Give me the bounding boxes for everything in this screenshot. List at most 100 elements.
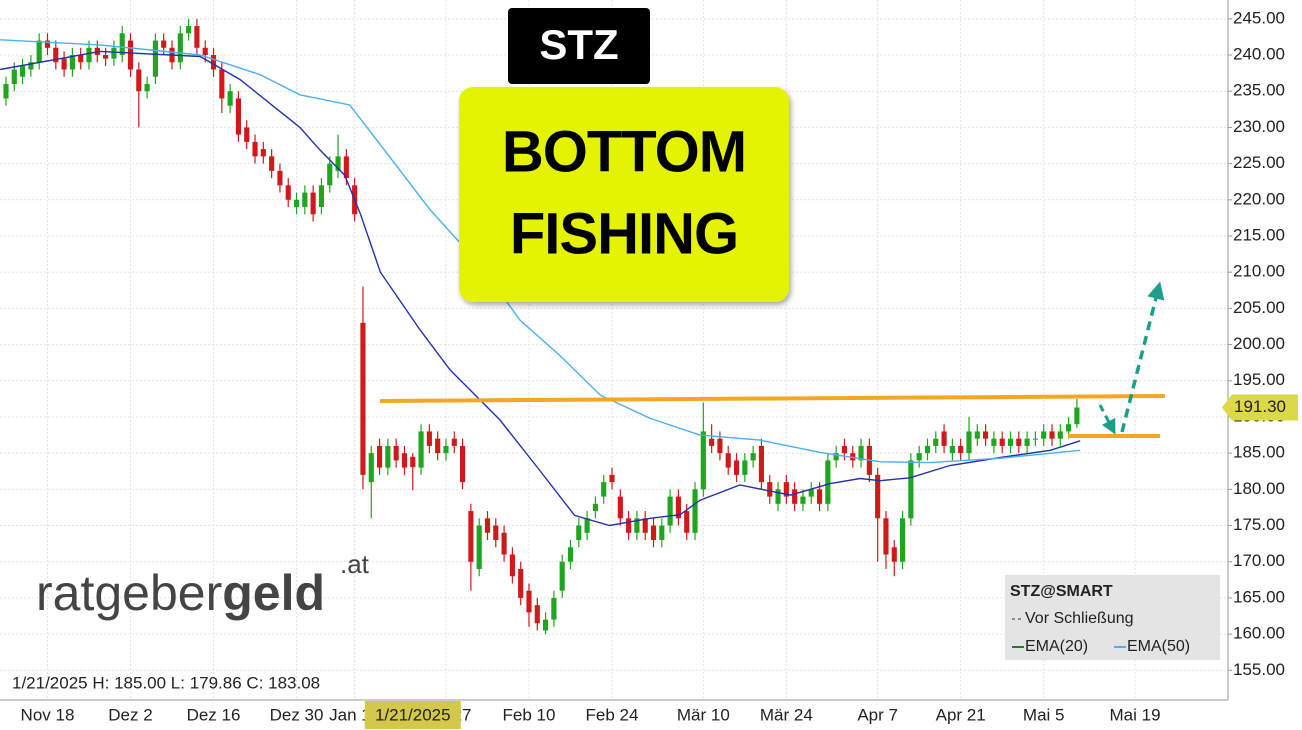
headline-box (459, 87, 789, 302)
candle-body (642, 518, 648, 533)
candle-body (692, 489, 698, 533)
x-tick-label: Mär 24 (760, 705, 813, 724)
x-tick-label: Apr 21 (936, 705, 986, 724)
candle-body (127, 40, 134, 70)
candle-body (634, 518, 640, 533)
candle-body (958, 445, 964, 454)
candle-body (825, 460, 831, 504)
candle-body (601, 482, 607, 497)
candle-body (733, 460, 740, 475)
candle-body (293, 199, 300, 208)
y-tick-label: 225.00 (1233, 153, 1285, 172)
candle-body (186, 26, 192, 34)
ticker-badge-box (508, 8, 650, 84)
y-tick-label: 200.00 (1233, 334, 1285, 353)
candle-body (750, 453, 756, 461)
candle-body (451, 438, 457, 446)
candle-body (567, 547, 574, 562)
candle-body (999, 438, 1005, 446)
legend: EMA(20) EMA(50) (1012, 638, 1190, 655)
candle-body (401, 453, 408, 468)
candle-body (443, 445, 449, 454)
legend-title: STZ@SMART (1010, 583, 1113, 600)
candle-body (36, 40, 42, 63)
candle-body (11, 69, 17, 84)
candle-body (700, 431, 706, 490)
x-tick-label: Apr 7 (857, 705, 898, 724)
candle-body (61, 58, 67, 70)
candle-body (767, 482, 773, 497)
candle-body (1041, 431, 1047, 439)
candle-body (260, 149, 266, 157)
candle-body (983, 431, 989, 439)
candle-body (576, 525, 582, 541)
y-tick-label: 240.00 (1233, 44, 1285, 63)
candle-body (675, 496, 681, 519)
candle-body (86, 47, 92, 63)
headline: FISHING (510, 201, 738, 266)
candle-body (161, 40, 167, 48)
candle-body (883, 518, 889, 555)
candle-body (858, 445, 864, 461)
candle-body (269, 156, 275, 171)
candle-body (468, 511, 474, 562)
candle-body (1032, 438, 1038, 440)
candle-body (103, 55, 109, 59)
candle-body (252, 141, 258, 157)
candle-body (53, 47, 59, 63)
logo-suffix: .at (340, 549, 370, 579)
x-tick-label: Dez 2 (108, 705, 152, 724)
candle-body (219, 69, 225, 99)
candle-body (966, 431, 972, 454)
y-tick-label: 185.00 (1233, 443, 1285, 462)
candle-body (924, 445, 931, 454)
candle-body (343, 156, 349, 179)
candle-body (69, 55, 75, 70)
candle-body (1007, 438, 1014, 446)
candle-body (335, 156, 341, 171)
candle-body (20, 65, 26, 77)
candle-body (44, 40, 51, 48)
candle-body (758, 445, 765, 483)
ema-line (0, 50, 1081, 527)
indicator-lines (0, 39, 1081, 527)
candle-body (949, 445, 955, 454)
x-tick-label: Feb 10 (503, 705, 556, 724)
ticker-badge: STZ (539, 21, 618, 68)
candle-body (111, 47, 117, 59)
candle-body (310, 192, 316, 215)
candle-body (28, 62, 34, 70)
legend-note: Vor Schließung (1025, 610, 1134, 627)
candle-body (493, 525, 499, 541)
headline: BOTTOM (502, 119, 746, 184)
y-tick-label: 170.00 (1233, 551, 1285, 570)
x-tick-label: Mai 19 (1110, 705, 1161, 724)
price-tag-label: 191.30 (1234, 397, 1286, 416)
candle-body (1024, 438, 1030, 446)
legend-box (1005, 575, 1220, 660)
candle-body (534, 605, 540, 624)
x-tick-label: Feb 24 (586, 705, 639, 724)
candle-body (667, 496, 673, 526)
candle-body (592, 503, 598, 512)
crosshair-box (364, 701, 461, 729)
candle-body (684, 511, 690, 533)
candle-body (792, 489, 798, 504)
x-tick-label: Mär 10 (677, 705, 730, 724)
candle-body (410, 456, 416, 468)
legend-label: EMA(20) (1025, 638, 1088, 655)
axes: 155.00 160.00 165.00 170.00 175.00 180.00 185.… (21, 8, 1298, 729)
candle-body (385, 445, 391, 468)
candle-body (816, 489, 823, 504)
candle-body (1057, 431, 1063, 439)
candle-body (709, 438, 715, 446)
candle-body (210, 55, 217, 70)
candles (3, 18, 1080, 635)
candle-body (501, 532, 507, 555)
candle-body (717, 438, 723, 454)
candle-body (3, 83, 9, 99)
candle-body (509, 554, 515, 577)
candle-body (302, 192, 308, 208)
candle-body (376, 445, 383, 468)
x-tick-label: Mai 5 (1023, 705, 1065, 724)
